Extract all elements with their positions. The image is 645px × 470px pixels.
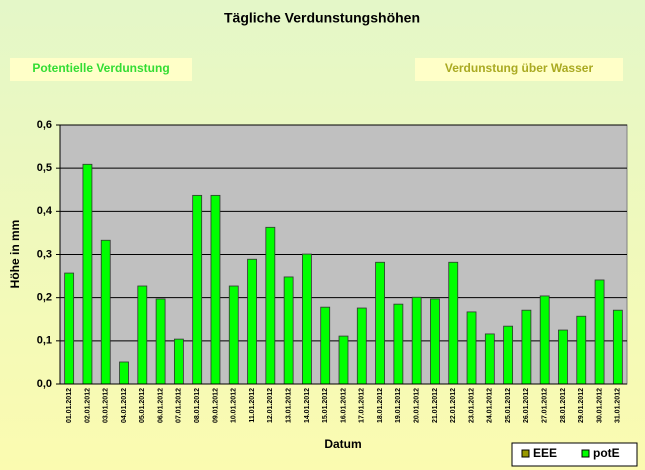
- x-tick-label: 08.01.2012: [194, 388, 201, 423]
- button-label[interactable]: Verdunstung über Wasser: [445, 61, 594, 75]
- x-tick-label: 02.01.2012: [84, 388, 91, 423]
- x-tick-label: 31.01.2012: [615, 388, 622, 423]
- y-tick-label: 0,5: [37, 162, 52, 174]
- legend-swatch: [581, 449, 590, 458]
- x-tick-label: 28.01.2012: [560, 388, 567, 423]
- x-tick-label: 10.01.2012: [231, 388, 238, 423]
- bar: [576, 315, 587, 385]
- bar: [539, 295, 550, 385]
- bar: [448, 261, 459, 385]
- x-tick-label: 12.01.2012: [267, 388, 274, 423]
- bar: [64, 272, 75, 385]
- y-tick-label: 0,3: [37, 248, 52, 260]
- x-tick-label: 24.01.2012: [487, 388, 494, 423]
- x-tick-label: 30.01.2012: [596, 388, 603, 423]
- x-tick-label: 03.01.2012: [103, 388, 110, 423]
- x-axis-label: Datum: [324, 437, 361, 451]
- x-tick-label: 01.01.2012: [66, 388, 73, 423]
- x-tick-label: 19.01.2012: [395, 388, 402, 423]
- y-axis-label: Höhe in mm: [8, 220, 22, 289]
- y-tick-label: 0,0: [37, 378, 52, 390]
- x-tick-label: 23.01.2012: [468, 388, 475, 423]
- bar: [411, 296, 422, 385]
- legend: [511, 442, 638, 467]
- bar: [265, 226, 276, 385]
- bar: [503, 325, 514, 385]
- bar: [155, 298, 166, 385]
- x-tick-label: 15.01.2012: [322, 388, 329, 423]
- legend-swatch: [521, 449, 530, 458]
- bar: [82, 163, 93, 385]
- y-tick-label: 0,6: [37, 119, 52, 131]
- bar: [375, 261, 385, 385]
- button-bg[interactable]: [10, 58, 192, 81]
- x-tick-label: 20.01.2012: [414, 388, 421, 423]
- x-tick-label: 26.01.2012: [523, 388, 530, 423]
- x-tick-label: 18.01.2012: [377, 388, 384, 423]
- x-tick-label: 22.01.2012: [450, 388, 457, 423]
- bar: [521, 309, 532, 385]
- bar: [612, 309, 623, 385]
- button[interactable]: Potentielle Verdunstung: [10, 58, 192, 81]
- x-tick-label: 04.01.2012: [121, 388, 128, 423]
- x-tick-label: 05.01.2012: [139, 388, 146, 423]
- bar: [137, 285, 148, 385]
- button-bg[interactable]: [415, 58, 623, 81]
- button[interactable]: Verdunstung über Wasser: [415, 58, 623, 81]
- button-label[interactable]: Potentielle Verdunstung: [32, 61, 169, 75]
- x-tick-label: 27.01.2012: [542, 388, 549, 423]
- bar: [393, 303, 404, 385]
- y-tick-label: 0,1: [37, 335, 52, 347]
- bar: [320, 306, 331, 385]
- bar: [247, 258, 257, 385]
- x-tick-label: 07.01.2012: [176, 388, 183, 423]
- bar: [283, 276, 294, 385]
- bar: [302, 253, 312, 385]
- x-tick-label: 16.01.2012: [340, 388, 347, 423]
- bar: [466, 311, 477, 385]
- bar: [100, 239, 111, 385]
- x-tick-label: 21.01.2012: [432, 388, 439, 423]
- bar: [594, 279, 605, 385]
- x-tick-label: 25.01.2012: [505, 388, 512, 423]
- x-tick-label: 13.01.2012: [285, 388, 292, 423]
- x-tick-label: 11.01.2012: [249, 388, 256, 423]
- bar: [192, 194, 203, 385]
- bar: [484, 333, 495, 385]
- legend-label: potE: [593, 446, 620, 460]
- x-tick-label: 29.01.2012: [578, 388, 585, 423]
- y-tick-label: 0,2: [37, 292, 52, 304]
- bar: [119, 361, 129, 385]
- x-tick-label: 09.01.2012: [212, 388, 219, 423]
- bar: [228, 285, 239, 385]
- bar: [430, 298, 440, 385]
- bar: [173, 338, 184, 385]
- bar: [338, 335, 349, 385]
- y-tick-label: 0,4: [37, 205, 53, 217]
- x-tick-label: 17.01.2012: [359, 388, 366, 423]
- x-tick-label: 06.01.2012: [157, 388, 164, 423]
- legend-label: EEE: [533, 446, 557, 460]
- chart-title: Tägliche Verdunstungshöhen: [224, 10, 420, 26]
- x-tick-label: 14.01.2012: [304, 388, 311, 423]
- bar: [356, 307, 367, 385]
- bar: [210, 194, 221, 385]
- bar: [558, 329, 568, 385]
